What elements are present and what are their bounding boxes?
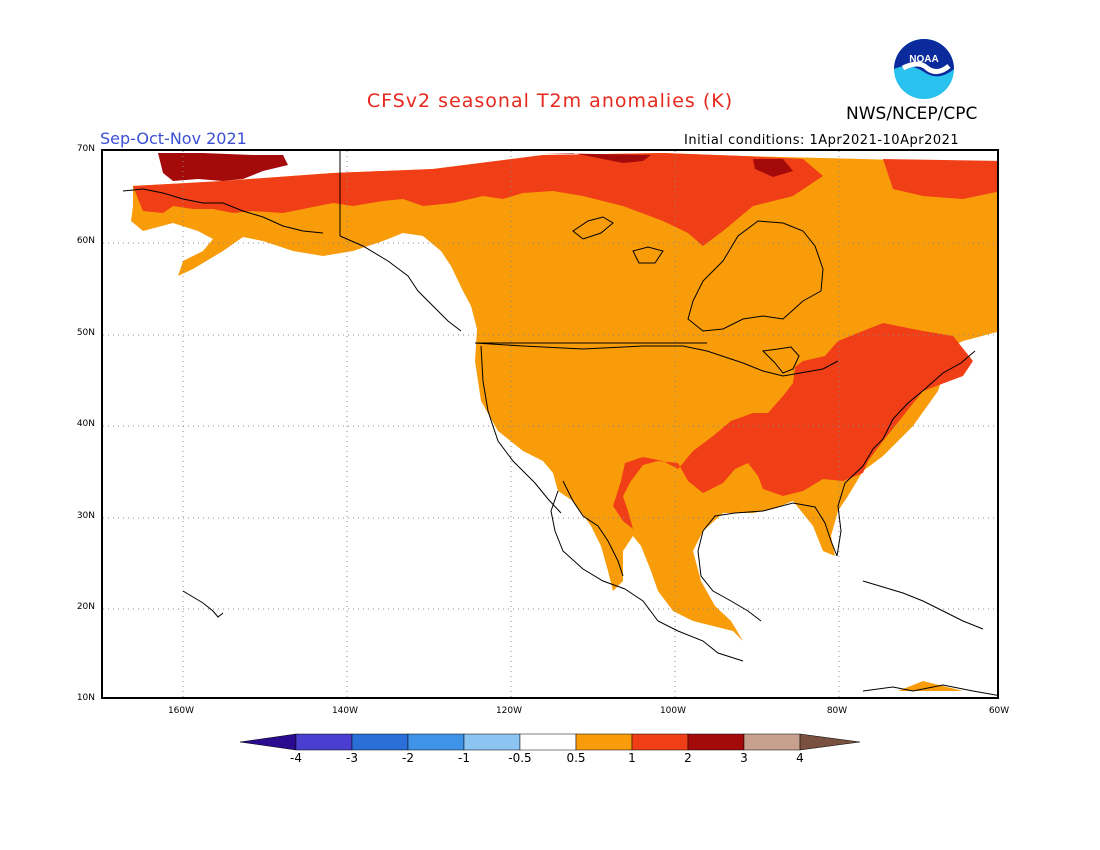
colorbar-label-neg3: -3: [346, 751, 358, 765]
noaa-logo-text: NOAA: [909, 54, 938, 65]
lat-label-40n: 40N: [76, 419, 95, 429]
colorbar-label-neg1: -1: [458, 751, 470, 765]
colorbar-label-2: 2: [684, 751, 692, 765]
noaa-logo: NOAA: [893, 38, 955, 100]
lon-label-100w: 100W: [659, 706, 687, 716]
lon-label-60w: 60W: [988, 706, 1010, 716]
lon-label-140w: 140W: [331, 706, 359, 716]
colorbar-label-neg4: -4: [290, 751, 302, 765]
colorbar-label-3: 3: [740, 751, 748, 765]
lat-label-50n: 50N: [76, 328, 95, 338]
lon-label-120w: 120W: [495, 706, 523, 716]
lat-label-10n: 10N: [76, 693, 95, 703]
map-title: CFSv2 seasonal T2m anomalies (K): [366, 90, 734, 112]
lat-label-70n: 70N: [76, 144, 95, 154]
coastlines: [122, 151, 997, 696]
graticule: [103, 151, 997, 697]
colorbar-label-05: 0.5: [566, 751, 586, 765]
colorbar-label-4: 4: [796, 751, 804, 765]
org-label: NWS/NCEP/CPC: [846, 104, 978, 124]
anomaly-map: [103, 151, 997, 697]
lat-label-20n: 20N: [76, 602, 95, 612]
lon-label-80w: 80W: [826, 706, 848, 716]
lat-label-30n: 30N: [76, 511, 95, 521]
colorbar-label-neg2: -2: [402, 751, 414, 765]
map-frame: [101, 149, 999, 699]
colorbar-label-neg05: -0.5: [508, 751, 532, 765]
lon-label-160w: 160W: [167, 706, 195, 716]
lat-label-60n: 60N: [76, 236, 95, 246]
season-label: Sep-Oct-Nov 2021: [100, 129, 247, 148]
anomaly-field-light: [131, 153, 997, 691]
colorbar-label-1: 1: [628, 751, 636, 765]
anomaly-field-dark: [158, 153, 793, 181]
colorbar: [239, 733, 862, 755]
initial-conditions-label: Initial conditions: 1Apr2021-10Apr2021: [684, 133, 960, 148]
